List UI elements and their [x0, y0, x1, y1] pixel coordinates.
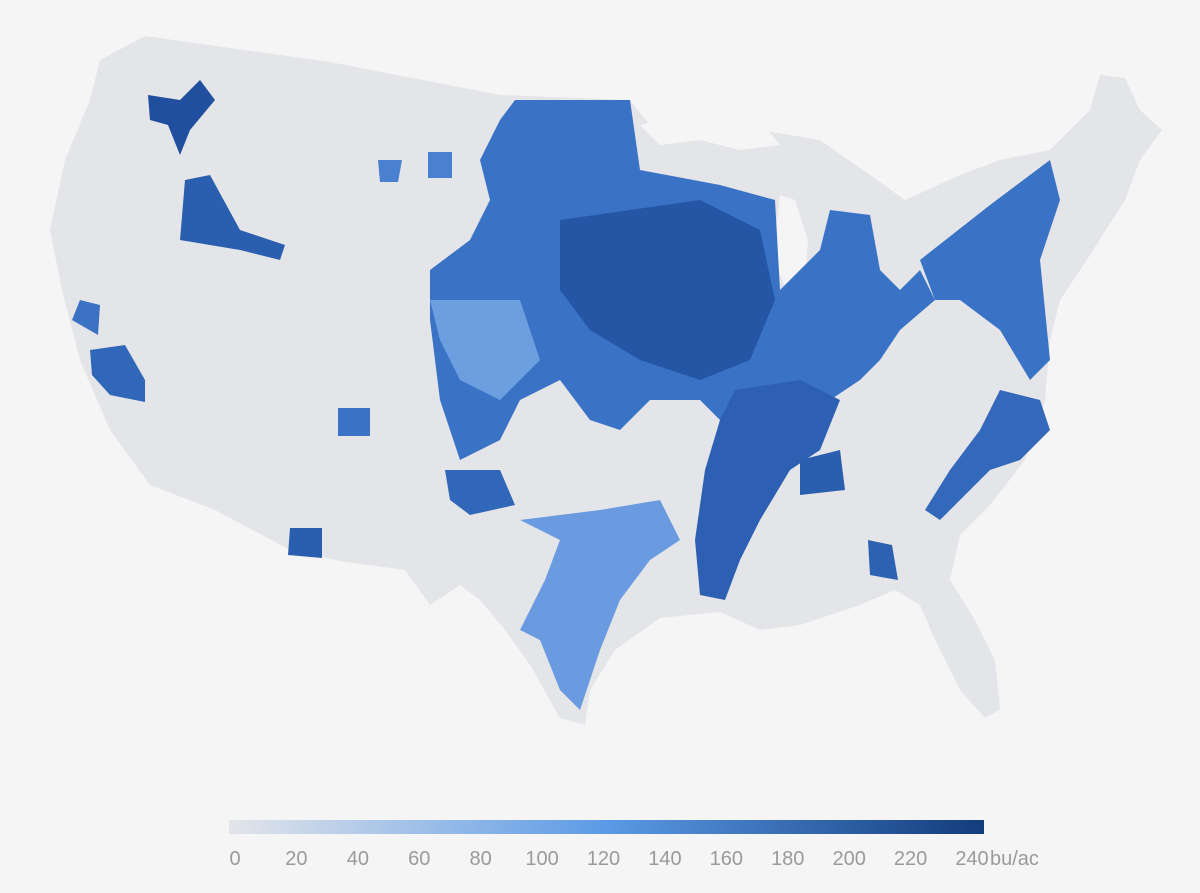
legend-tick-label: 80 [470, 848, 492, 870]
legend-tick-label: 140 [648, 848, 681, 870]
legend-tick-label: 220 [894, 848, 927, 870]
us-map [50, 36, 1162, 725]
lake-superior [640, 110, 780, 150]
county-region [430, 300, 540, 400]
county-region [428, 152, 452, 178]
legend-tick-label: 40 [347, 848, 369, 870]
legend-tick-label: 160 [710, 848, 743, 870]
county-region [90, 345, 145, 402]
legend-tick-label: 20 [285, 848, 307, 870]
legend-tick-label: 100 [525, 848, 558, 870]
county-region [868, 540, 898, 580]
county-region [800, 450, 845, 495]
county-region [180, 175, 285, 260]
county-region [378, 160, 402, 182]
county-region [148, 80, 215, 155]
legend-bar [229, 820, 984, 834]
county-region [925, 390, 1050, 520]
legend-unit: bu/ac [990, 848, 1039, 870]
legend-tick-label: 180 [771, 848, 804, 870]
county-region [695, 380, 840, 600]
legend-tick-label: 120 [587, 848, 620, 870]
county-region [520, 500, 680, 710]
county-region [560, 200, 775, 380]
legend-tick-label: 240 [955, 848, 988, 870]
county-region [445, 470, 515, 515]
legend-tick-label: 0 [229, 848, 240, 870]
legend-ticks: 0 20 40 60 80 100 120 140 160 180 200 220 240 [229, 848, 988, 870]
legend-tick-label: 200 [832, 848, 865, 870]
legend-tick-label: 60 [408, 848, 430, 870]
county-region [920, 160, 1060, 380]
county-region [338, 408, 370, 436]
county-region [288, 528, 322, 558]
county-region [72, 300, 100, 335]
